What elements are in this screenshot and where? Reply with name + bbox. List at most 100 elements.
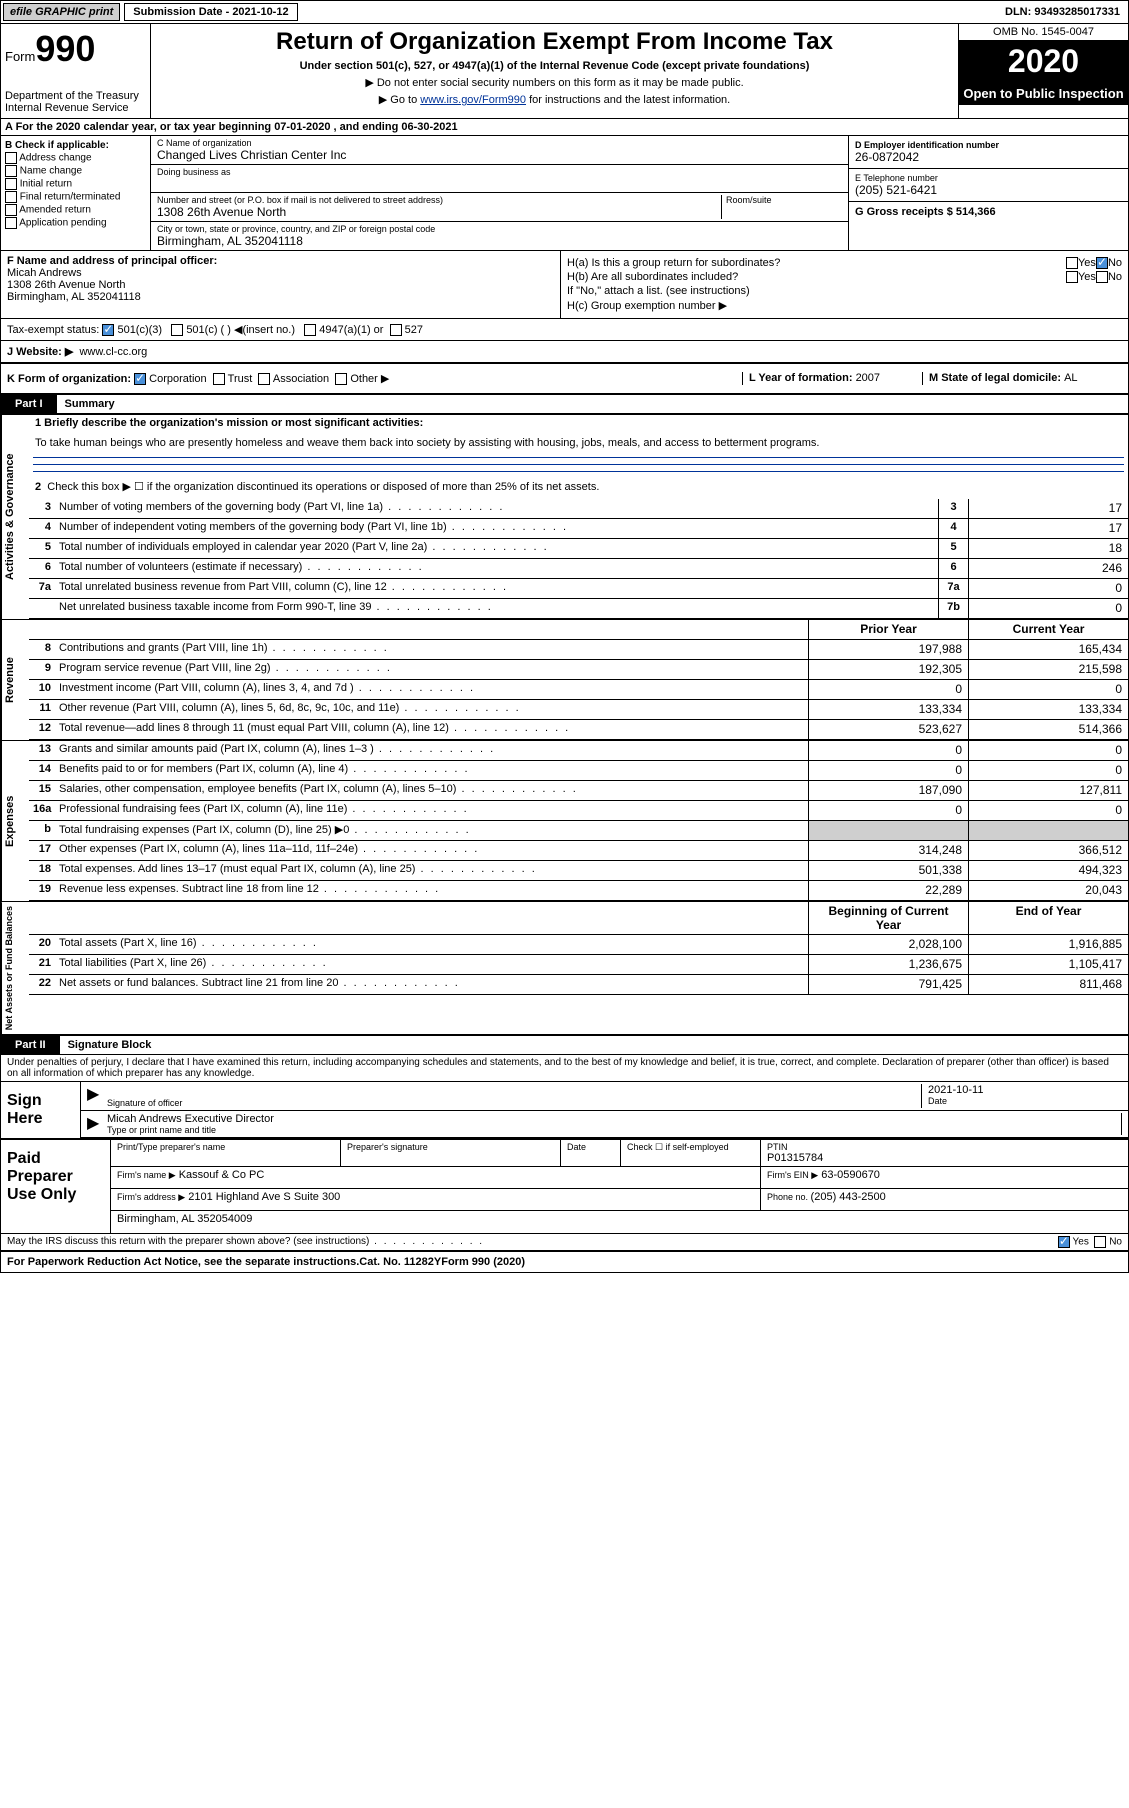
open-public: Open to Public Inspection [959, 82, 1128, 105]
section-h: H(a) Is this a group return for subordin… [561, 251, 1128, 318]
street-address: 1308 26th Avenue North [157, 205, 721, 219]
firm-addr2: Birmingham, AL 352054009 [117, 1213, 252, 1225]
website-url: www.cl-cc.org [79, 346, 147, 358]
ein: 26-0872042 [855, 150, 1122, 164]
line-m: M State of legal domicile: AL [922, 372, 1122, 385]
table-row: 17Other expenses (Part IX, column (A), l… [29, 841, 1128, 861]
dept-treasury: Department of the Treasury Internal Reve… [5, 90, 146, 114]
firm-addr: 2101 Highland Ave S Suite 300 [188, 1191, 340, 1203]
mission-label: 1 Briefly describe the organization's mi… [29, 415, 1128, 431]
section-e: E Telephone number (205) 521-6421 [849, 169, 1128, 202]
officer-addr1: 1308 26th Avenue North [7, 279, 554, 291]
dln: DLN: 93493285017331 [997, 4, 1128, 20]
table-row: Net unrelated business taxable income fr… [29, 599, 1128, 619]
section-c: C Name of organization Changed Lives Chr… [151, 136, 848, 250]
col-end: End of Year [968, 902, 1128, 934]
part2-header: Part II [1, 1036, 60, 1054]
chk-ha-yes[interactable] [1066, 257, 1078, 269]
gross-receipts: 514,366 [956, 206, 996, 218]
table-row: 6Total number of volunteers (estimate if… [29, 559, 1128, 579]
firm-ein: 63-0590670 [821, 1169, 880, 1181]
chk-address-change[interactable]: Address change [5, 152, 146, 164]
chk-hb-yes[interactable] [1066, 271, 1078, 283]
signature-declaration: Under penalties of perjury, I declare th… [1, 1055, 1128, 1082]
form-number: 990 [35, 28, 95, 69]
chk-assoc[interactable] [258, 373, 270, 385]
chk-discuss-yes[interactable] [1058, 1236, 1070, 1248]
line-k: K Form of organization: Corporation Trus… [7, 372, 742, 385]
chk-discuss-no[interactable] [1094, 1236, 1106, 1248]
col-beginning: Beginning of Current Year [808, 902, 968, 934]
officer-name-title: Micah Andrews Executive Director [107, 1113, 1121, 1125]
submission-date: Submission Date - 2021-10-12 [124, 3, 297, 21]
firm-name: Kassouf & Co PC [179, 1169, 265, 1181]
header-row: Form990 Department of the Treasury Inter… [1, 24, 1128, 119]
chk-pending[interactable]: Application pending [5, 217, 146, 229]
chk-501c[interactable] [171, 324, 183, 336]
telephone: (205) 521-6421 [855, 183, 1122, 197]
chk-amended[interactable]: Amended return [5, 204, 146, 216]
part1-header: Part I [1, 395, 57, 413]
table-row: 14Benefits paid to or for members (Part … [29, 761, 1128, 781]
mission-text: To take human beings who are presently h… [29, 435, 1128, 451]
line-a: A For the 2020 calendar year, or tax yea… [1, 119, 1128, 136]
sign-here-label: Sign Here [1, 1082, 81, 1138]
table-row: 11Other revenue (Part VIII, column (A), … [29, 700, 1128, 720]
chk-initial-return[interactable]: Initial return [5, 178, 146, 190]
table-row: 20Total assets (Part X, line 16)2,028,10… [29, 935, 1128, 955]
city-state-zip: Birmingham, AL 352041118 [157, 234, 842, 248]
col-current: Current Year [968, 620, 1128, 639]
efile-button[interactable]: efile GRAPHIC print [3, 3, 120, 21]
paid-preparer-label: Paid Preparer Use Only [1, 1140, 111, 1233]
table-row: 13Grants and similar amounts paid (Part … [29, 741, 1128, 761]
chk-final-return[interactable]: Final return/terminated [5, 191, 146, 203]
table-row: bTotal fundraising expenses (Part IX, co… [29, 821, 1128, 841]
chk-other[interactable] [335, 373, 347, 385]
chk-501c3[interactable] [102, 324, 114, 336]
table-row: 12Total revenue—add lines 8 through 11 (… [29, 720, 1128, 740]
chk-ha-no[interactable] [1096, 257, 1108, 269]
section-f: F Name and address of principal officer:… [1, 251, 561, 318]
chk-name-change[interactable]: Name change [5, 165, 146, 177]
chk-trust[interactable] [213, 373, 225, 385]
officer-name: Micah Andrews [7, 267, 554, 279]
section-g: G Gross receipts $ 514,366 [849, 202, 1128, 230]
arrow-icon: ▶ [87, 1113, 107, 1135]
table-row: 3Number of voting members of the governi… [29, 499, 1128, 519]
discuss-question: May the IRS discuss this return with the… [7, 1236, 922, 1248]
chk-4947[interactable] [304, 324, 316, 336]
part2-title: Signature Block [60, 1036, 160, 1054]
firm-phone: (205) 443-2500 [811, 1191, 886, 1203]
table-row: 22Net assets or fund balances. Subtract … [29, 975, 1128, 995]
omb-number: OMB No. 1545-0047 [959, 24, 1128, 41]
table-row: 5Total number of individuals employed in… [29, 539, 1128, 559]
vlabel-netassets: Net Assets or Fund Balances [1, 902, 29, 1034]
table-row: 16aProfessional fundraising fees (Part I… [29, 801, 1128, 821]
note-ssn: ▶ Do not enter social security numbers o… [155, 76, 954, 89]
vlabel-governance: Activities & Governance [1, 415, 29, 619]
form-prefix: Form [5, 49, 35, 64]
table-row: 21Total liabilities (Part X, line 26)1,2… [29, 955, 1128, 975]
table-row: 10Investment income (Part VIII, column (… [29, 680, 1128, 700]
table-row: 18Total expenses. Add lines 13–17 (must … [29, 861, 1128, 881]
chk-527[interactable] [390, 324, 402, 336]
form-footer: Form 990 (2020) [441, 1256, 525, 1268]
sig-date: 2021-10-11 [928, 1084, 1122, 1096]
part1-title: Summary [57, 395, 123, 413]
section-b: B Check if applicable: Address change Na… [1, 136, 151, 250]
tax-year: 2020 [959, 41, 1128, 82]
tax-status-row: Tax-exempt status: 501(c)(3) 501(c) ( ) … [7, 323, 567, 336]
col-prior: Prior Year [808, 620, 968, 639]
top-bar: efile GRAPHIC print Submission Date - 20… [1, 1, 1128, 24]
chk-corp[interactable] [134, 373, 146, 385]
paperwork-notice: For Paperwork Reduction Act Notice, see … [7, 1256, 359, 1268]
irs-link[interactable]: www.irs.gov/Form990 [420, 94, 526, 106]
form-subtitle: Under section 501(c), 527, or 4947(a)(1)… [155, 60, 954, 72]
vlabel-revenue: Revenue [1, 620, 29, 740]
table-row: 8Contributions and grants (Part VIII, li… [29, 640, 1128, 660]
form-title: Return of Organization Exempt From Incom… [155, 28, 954, 56]
chk-hb-no[interactable] [1096, 271, 1108, 283]
table-row: 19Revenue less expenses. Subtract line 1… [29, 881, 1128, 901]
table-row: 9Program service revenue (Part VIII, lin… [29, 660, 1128, 680]
table-row: 15Salaries, other compensation, employee… [29, 781, 1128, 801]
